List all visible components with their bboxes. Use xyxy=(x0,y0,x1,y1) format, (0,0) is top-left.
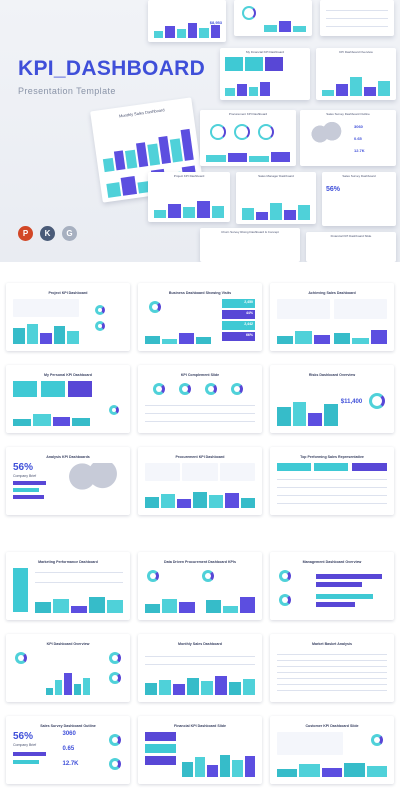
slide-title: Market Basket Analysis xyxy=(311,642,353,646)
stat-caption: Company Brief xyxy=(13,743,37,747)
slides-grid-1: Project KPI Dashboard Business Dashboard… xyxy=(6,283,394,515)
stat-value: 44% xyxy=(245,311,253,315)
keynote-icon: K xyxy=(40,226,55,241)
preview-stat: 3060 xyxy=(354,124,363,129)
preview-slide-financial: My Financial KPI Dashboard xyxy=(220,48,310,100)
slide-marketing-performance: Marketing Performance Dashboard xyxy=(6,552,130,620)
preview-title: Procurement KPI Dashboard xyxy=(228,112,268,116)
hero-title: KPI_DASHBOARD xyxy=(18,57,206,80)
preview-title: Churn Survey Rising Dashboard & Concept xyxy=(221,230,279,234)
slide-project-kpi: Project KPI Dashboard xyxy=(6,283,130,351)
preview-title: Monthly Sales Dashboard xyxy=(118,107,165,119)
stat-value: 12.7K xyxy=(62,761,79,767)
slide-title: Management Dashboard Overview xyxy=(302,560,362,564)
slide-title: KPI Complement Slide xyxy=(180,373,220,377)
preview-stat: 0.65 xyxy=(354,136,362,141)
preview-slide-sales-manager: Sales Manager Dashboard xyxy=(236,172,316,224)
slide-title: Marketing Performance Dashboard xyxy=(38,560,98,564)
slide-analysis-kpi: Analysis KPI Dashboards 56% Company Brie… xyxy=(6,447,130,515)
slide-kpi-complement: KPI Complement Slide xyxy=(138,365,262,433)
preview-slide-top-2 xyxy=(234,0,312,36)
preview-slide-top: $8,953 xyxy=(148,0,226,42)
preview-slide-procurement: Procurement KPI Dashboard xyxy=(200,110,296,166)
preview-slide-project: Project KPI Dashboard xyxy=(148,172,230,222)
stat-value: 2,450 xyxy=(244,300,253,304)
slide-title: Financial KPI Dashboard Slide xyxy=(174,724,226,728)
slide-title: Procurement KPI Dashboard xyxy=(175,455,225,459)
slide-title: Risks Dashboard Overview xyxy=(308,373,356,377)
slide-title: KPI Dashboard Overview xyxy=(46,642,90,646)
preview-title: Project KPI Dashboard xyxy=(173,174,205,178)
preview-slide-survey-outline: Sales Survey Dashboard Outline 3060 0.65… xyxy=(300,110,396,166)
slide-title: Business Dashboard Showing Visits xyxy=(168,291,232,295)
slide-title: Sales Survey Dashboard Outline xyxy=(40,724,96,728)
slide-management-overview: Management Dashboard Overview xyxy=(270,552,394,620)
preview-title: Sales Manager Dashboard xyxy=(258,174,294,178)
slide-procurement-kpi: Procurement KPI Dashboard xyxy=(138,447,262,515)
slide-title: Achieving Sales Dashboard xyxy=(308,291,356,295)
stat-value: 66% xyxy=(245,333,253,337)
slide-achieving-sales: Achieving Sales Dashboard xyxy=(270,283,394,351)
stat-value: 56% xyxy=(13,731,34,742)
slide-top-sales-rep: Top Performing Sales Representative xyxy=(270,447,394,515)
stat-value: 3060 xyxy=(62,731,76,737)
preview-stat: $8,953 xyxy=(209,20,222,25)
slide-title: Project KPI Dashboard xyxy=(48,291,88,295)
stat-caption: Company Brief xyxy=(13,474,37,478)
slide-data-driven-procurement: Data Driven Procurement Dashboard KPIs xyxy=(138,552,262,620)
preview-title: KPI Dashboard Overview xyxy=(339,50,373,54)
slide-title: Top Performing Sales Representative xyxy=(300,455,364,459)
stat-value: $11,400 xyxy=(340,399,363,405)
slides-grid-2: Marketing Performance Dashboard Data Dri… xyxy=(6,552,394,784)
preview-title: My Financial KPI Dashboard xyxy=(245,50,285,54)
stat-value: 2,442 xyxy=(244,322,253,326)
preview-title: Sales Survey Dashboard Outline xyxy=(326,112,370,116)
preview-slide-financial-2: Financial KPI Dashboard Slide xyxy=(306,232,396,262)
powerpoint-icon: P xyxy=(18,226,33,241)
slide-title: Analysis KPI Dashboards xyxy=(46,455,90,459)
preview-slide-overview: KPI Dashboard Overview xyxy=(316,48,396,100)
preview-stat: 12.7K xyxy=(354,148,365,153)
slide-customer-kpi: Customer KPI Dashboard Slide xyxy=(270,716,394,784)
preview-slide-churn: Churn Survey Rising Dashboard & Concept xyxy=(200,228,300,262)
slide-business-visits: Business Dashboard Showing Visits 2,450 … xyxy=(138,283,262,351)
slide-personal-kpi: My Personal KPI Dashboard xyxy=(6,365,130,433)
preview-title: Financial KPI Dashboard Slide xyxy=(330,234,372,238)
app-icons: P K G xyxy=(18,226,77,241)
slide-title: My Personal KPI Dashboard xyxy=(44,373,92,377)
preview-slide-sales-survey: Sales Survey Dashboard 56% xyxy=(322,172,396,226)
slide-title: Monthly Sales Dashboard xyxy=(178,642,222,646)
google-slides-icon: G xyxy=(62,226,77,241)
hero-subtitle: Presentation Template xyxy=(18,86,116,96)
slide-risks-overview: Risks Dashboard Overview $11,400 xyxy=(270,365,394,433)
slide-financial-kpi: Financial KPI Dashboard Slide xyxy=(138,716,262,784)
preview-stat: 56% xyxy=(326,186,341,193)
slide-kpi-overview: KPI Dashboard Overview xyxy=(6,634,130,702)
slide-sales-survey-outline: Sales Survey Dashboard Outline 56% Compa… xyxy=(6,716,130,784)
hero-banner: $8,953 My Financial KPI Dashboard KPI Da… xyxy=(0,0,400,262)
slide-monthly-sales: Monthly Sales Dashboard xyxy=(138,634,262,702)
stat-value: 0.65 xyxy=(62,746,75,752)
slide-title: Data Driven Procurement Dashboard KPIs xyxy=(164,560,236,564)
stat-value: 56% xyxy=(13,462,34,473)
slide-title: Customer KPI Dashboard Slide xyxy=(305,724,359,728)
preview-title: Sales Survey Dashboard xyxy=(342,174,376,178)
slide-market-basket: Market Basket Analysis xyxy=(270,634,394,702)
preview-slide-top-3 xyxy=(320,0,394,36)
